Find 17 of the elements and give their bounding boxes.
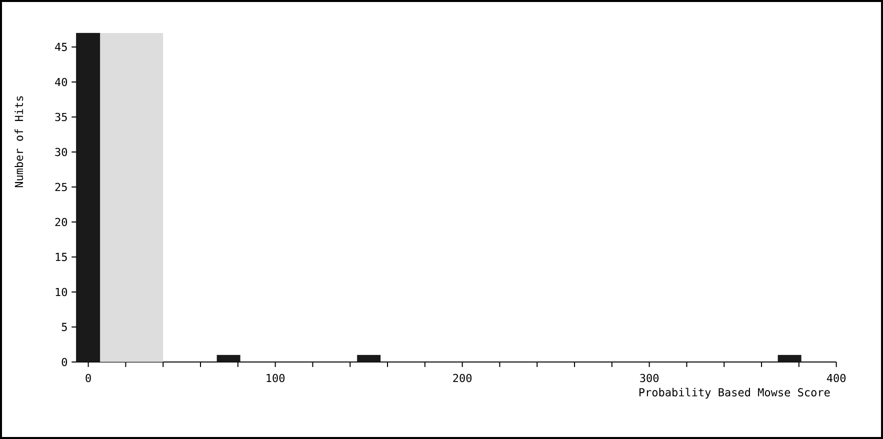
y-tick-label: 40 — [55, 78, 68, 86]
y-tick-label: 45 — [55, 42, 67, 52]
y-tick-label: 35 — [55, 112, 67, 122]
y-tick-label: 10 — [56, 288, 68, 296]
x-tick-label: 200 — [453, 374, 472, 382]
y-axis-title: Number of Hits — [14, 96, 24, 188]
y-tick-label: 20 — [55, 218, 68, 226]
x-tick-label: 400 — [826, 374, 846, 382]
x-tick-label: 0 — [86, 374, 91, 382]
y-tick-label: 0 — [62, 358, 68, 366]
y-tick-label: 25 — [55, 182, 67, 192]
x-tick-label: 100 — [266, 374, 285, 382]
x-tick-label: 300 — [640, 374, 659, 382]
x-axis-title: Probability Based Mowse Score — [639, 388, 830, 399]
y-tick-label: 5 — [62, 322, 67, 332]
y-tick-label: 30 — [55, 148, 68, 156]
y-tick-label: 15 — [56, 252, 67, 262]
